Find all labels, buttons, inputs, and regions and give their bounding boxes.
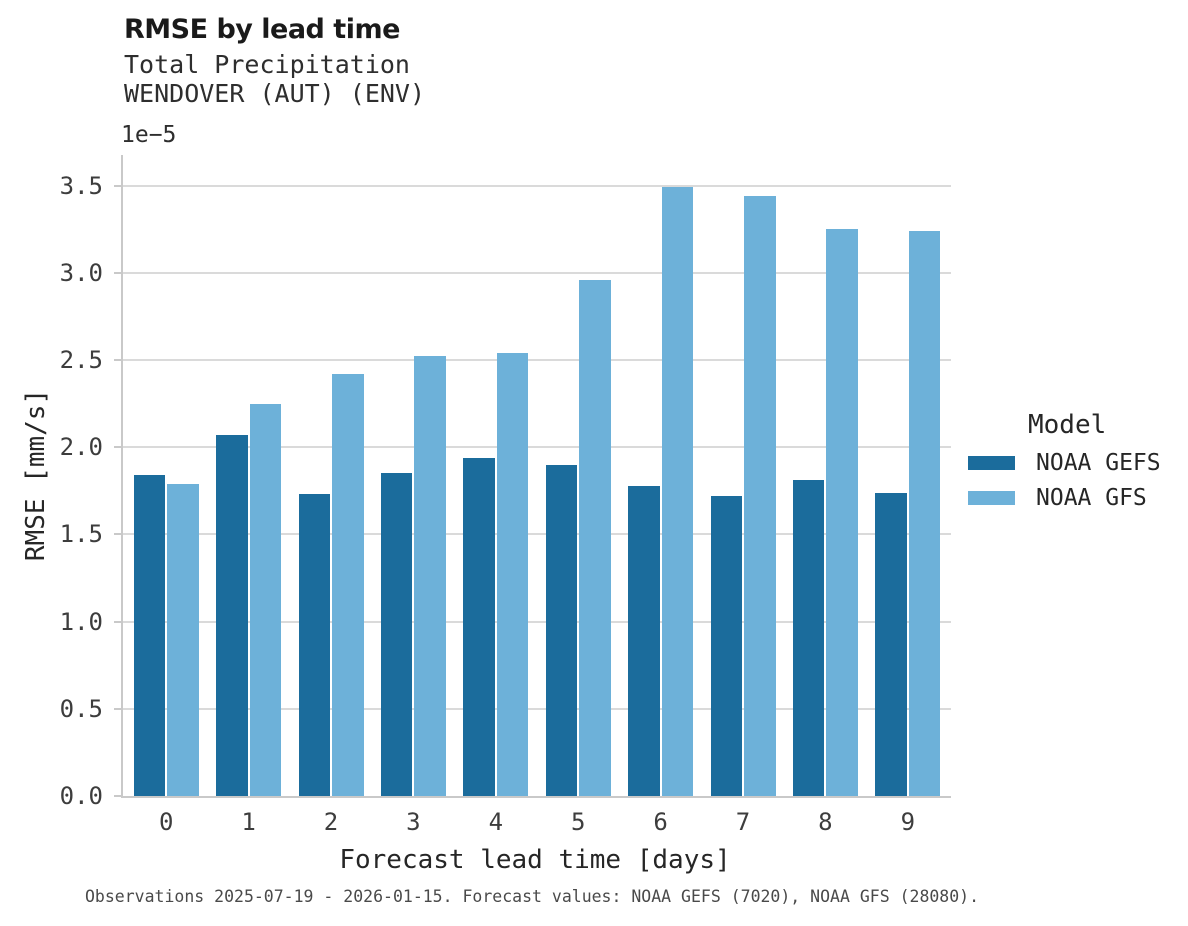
x-tick-label: 7	[735, 808, 751, 836]
y-tick-mark	[114, 707, 122, 710]
y-tick-label: 0.5	[59, 694, 103, 723]
bar	[875, 492, 907, 796]
bar	[216, 434, 248, 796]
y-tick-mark	[114, 358, 122, 361]
gridline	[123, 184, 951, 187]
y-axis-offset-label: 1e−5	[121, 122, 177, 148]
bar	[710, 496, 742, 796]
y-tick-label: 2.5	[59, 345, 103, 374]
y-tick-label: 1.0	[59, 607, 103, 636]
gridline	[123, 707, 951, 710]
gridline	[123, 446, 951, 449]
bar	[792, 480, 825, 796]
y-tick-label: 3.0	[59, 258, 103, 287]
legend-rows: NOAA GEFS NOAA GFS	[968, 450, 1188, 511]
bar-group	[133, 475, 199, 796]
chart-subtitle-variable: Total Precipitation	[124, 50, 410, 79]
gridline	[123, 620, 951, 623]
y-tick-mark	[114, 184, 122, 187]
gridline	[123, 358, 951, 361]
y-tick-label: 2.0	[59, 433, 103, 462]
y-tick-mark	[114, 533, 122, 536]
chart-subtitle-station: WENDOVER (AUT) (ENV)	[124, 79, 426, 108]
bar	[414, 356, 446, 796]
x-tick-label: 1	[241, 808, 256, 836]
footer-caption: Observations 2025-07-19 - 2026-01-15. Fo…	[85, 887, 980, 906]
bar-group	[298, 373, 364, 796]
x-tick-label: 8	[818, 808, 833, 836]
legend-title: Model	[1028, 410, 1107, 440]
bar-group	[875, 230, 941, 796]
bar	[826, 229, 858, 796]
bar	[628, 485, 660, 796]
x-tick-label: 3	[406, 808, 421, 836]
legend-swatch	[968, 491, 1015, 505]
y-tick-label: 3.5	[59, 171, 103, 200]
y-tick-label: 0.0	[59, 782, 103, 810]
x-tick-label: 9	[900, 808, 916, 836]
x-axis-title: Forecast lead time [days]	[339, 845, 731, 875]
bar	[463, 457, 495, 796]
bar	[249, 403, 282, 796]
bar	[661, 187, 694, 796]
gridline	[123, 271, 951, 274]
bar	[332, 373, 364, 796]
bar-group	[463, 352, 529, 796]
bar-group	[380, 356, 446, 796]
y-tick-mark	[114, 795, 122, 797]
legend-label: NOAA GFS	[1036, 485, 1147, 511]
x-tick-label: 0	[158, 808, 174, 836]
bar-group	[216, 403, 282, 796]
y-tick-mark	[114, 446, 122, 449]
bar	[167, 483, 199, 796]
gridline	[123, 533, 951, 536]
bar-group	[792, 229, 858, 796]
bar-group	[710, 196, 776, 796]
chart-title: RMSE by lead time	[124, 14, 400, 45]
legend-entry: NOAA GFS	[968, 485, 1188, 511]
legend-label: NOAA GEFS	[1036, 450, 1161, 476]
plot-area: 0.0 0.5 1.0 1.5 2.0 2.5 3.0 3.5 0 1 2 3 4 5 6 7 8 9	[60, 155, 951, 836]
bar	[298, 494, 330, 796]
bar	[545, 464, 578, 796]
legend-entry: NOAA GEFS	[968, 450, 1188, 476]
y-tick-mark	[114, 271, 122, 274]
bar	[579, 279, 611, 796]
x-tick-label: 6	[653, 808, 668, 836]
x-tick-label: 2	[323, 808, 339, 836]
x-tick-label: 5	[570, 808, 586, 836]
bar	[908, 230, 941, 796]
bar-group	[628, 187, 694, 796]
bar	[380, 473, 413, 796]
x-tick-label: 4	[488, 808, 504, 836]
y-tick-label: 1.5	[59, 520, 103, 549]
bar	[133, 475, 166, 796]
y-tick-mark	[114, 620, 122, 623]
bar-group	[545, 279, 611, 796]
legend: Model NOAA GEFS NOAA GFS	[968, 410, 1188, 511]
bar	[496, 352, 529, 796]
bar	[744, 196, 776, 796]
legend-swatch	[968, 456, 1015, 470]
